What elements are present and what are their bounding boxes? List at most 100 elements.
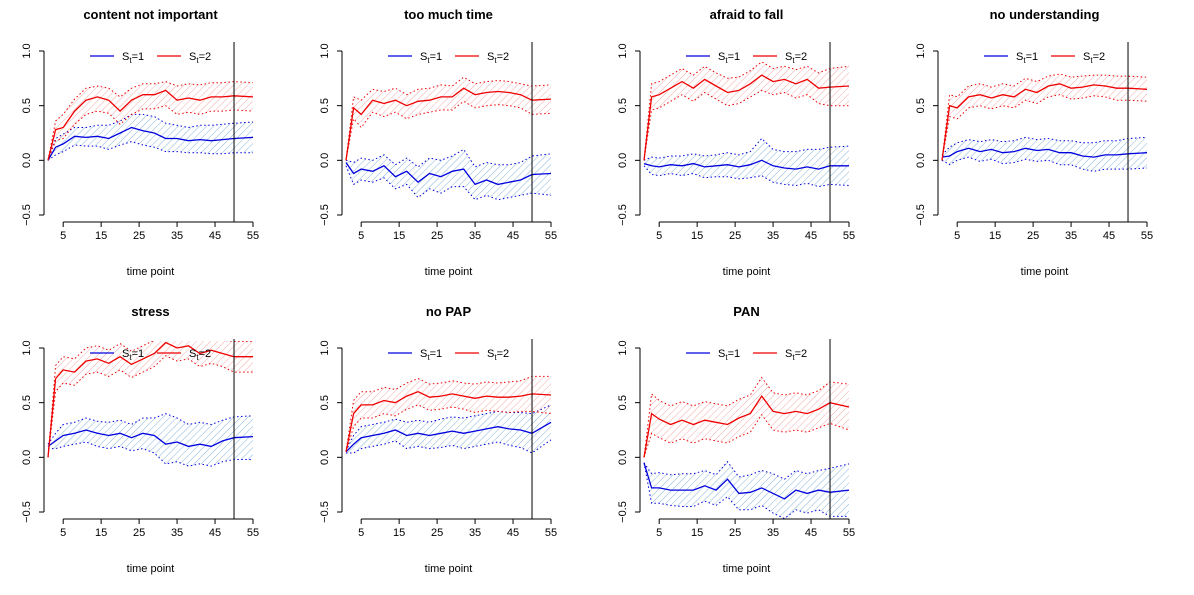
x-tick-label: 55 xyxy=(545,527,557,539)
panel-too-much-time: too much time 5 15 25 35 45 55 time point −0.5 0.… xyxy=(298,0,596,297)
x-tick-label: 25 xyxy=(133,527,145,539)
legend: St=1 St=2 xyxy=(90,51,211,65)
upper-bound-s1 xyxy=(47,413,254,445)
series-line-s1 xyxy=(643,462,850,500)
series-line-s2 xyxy=(643,394,850,458)
lower-bound-s1 xyxy=(643,462,849,519)
chart-title: afraid to fall xyxy=(710,7,784,22)
x-tick-label: 5 xyxy=(954,230,960,242)
x-tick-label: 5 xyxy=(60,230,66,242)
lower-bound-s2 xyxy=(345,100,552,161)
y-tick-label: 0.0 xyxy=(915,153,927,168)
legend-label-s2: St=2 xyxy=(785,348,807,362)
y-tick-label: −0.5 xyxy=(319,204,331,226)
x-tick-label: 5 xyxy=(358,230,364,242)
chart-stress: stress 5 15 25 35 45 55 time point −0.5 0.0 0.5 1.0… xyxy=(21,304,259,575)
chart-afraid-to-fall: afraid to fall 5 15 25 35 45 55 time point −0.5 0… xyxy=(617,7,855,278)
confidence-band-s1 xyxy=(644,138,849,187)
legend-label-s2: St=2 xyxy=(1083,51,1105,65)
confidence-band-s2 xyxy=(48,341,253,458)
legend: St=1 St=2 xyxy=(686,51,807,65)
x-tick-label: 35 xyxy=(469,230,481,242)
x-tick-label: 25 xyxy=(729,527,741,539)
x-tick-label: 15 xyxy=(393,527,405,539)
confidence-band-s2 xyxy=(644,61,849,161)
chart-no-pap: no PAP 5 15 25 35 45 55 time point −0.5 0.0 0.5 1.0… xyxy=(319,304,557,575)
confidence-band-s1 xyxy=(644,461,849,519)
legend-label-s2: St=2 xyxy=(189,348,211,362)
legend-label-s2: St=2 xyxy=(785,51,807,65)
upper-bound-s2 xyxy=(941,73,1148,161)
x-tick-label: 15 xyxy=(691,527,703,539)
lower-bound-s2 xyxy=(47,105,254,161)
legend: St=1 St=2 xyxy=(686,348,807,362)
x-tick-label: 15 xyxy=(691,230,703,242)
y-tick-label: 0.5 xyxy=(617,98,629,113)
y-tick-label: −0.5 xyxy=(617,501,629,523)
series-line-s2 xyxy=(345,390,552,453)
lower-bound-s1 xyxy=(643,165,850,188)
x-tick-label: 25 xyxy=(133,230,145,242)
series-line-s2 xyxy=(47,89,254,161)
series-line-s2 xyxy=(345,87,552,161)
y-tick-label: 0.0 xyxy=(319,153,331,168)
x-tick-label: 55 xyxy=(1141,230,1153,242)
x-tick-label: 15 xyxy=(393,230,405,242)
series-line-s1 xyxy=(345,421,552,453)
y-tick-label: −0.5 xyxy=(915,204,927,226)
chart-title: PAN xyxy=(733,304,759,319)
x-axis-label: time point xyxy=(723,266,771,278)
confidence-band-s1 xyxy=(346,149,551,200)
x-tick-label: 15 xyxy=(989,230,1001,242)
x-tick-label: 25 xyxy=(1027,230,1039,242)
y-tick-label: 0.0 xyxy=(319,450,331,465)
y-tick-label: −0.5 xyxy=(319,501,331,523)
chart-too-much-time: too much time 5 15 25 35 45 55 time point −0.5 0.… xyxy=(319,7,557,278)
panel-pan: PAN 5 15 25 35 45 55 time point −0.5 0.0 0.5 1.0 St=… xyxy=(596,297,894,594)
legend-label-s1: St=1 xyxy=(1016,51,1038,65)
y-tick-label: 1.0 xyxy=(617,43,629,58)
chart-content-not-important: content not important 5 15 25 35 45 55 time poi… xyxy=(21,7,259,278)
x-tick-label: 45 xyxy=(805,527,817,539)
upper-bound-s1 xyxy=(345,148,552,168)
upper-bound-s1 xyxy=(941,136,1148,156)
panel-content-not-important: content not important 5 15 25 35 45 55 time poi… xyxy=(0,0,298,297)
chart-title: content not important xyxy=(83,7,218,22)
y-tick-label: 0.5 xyxy=(21,98,33,113)
legend: St=1 St=2 xyxy=(90,348,211,362)
confidence-band-s1 xyxy=(48,413,253,467)
x-tick-label: 35 xyxy=(767,230,779,242)
confidence-band-s2 xyxy=(942,74,1147,161)
legend: St=1 St=2 xyxy=(388,51,509,65)
confidence-band-s2 xyxy=(644,377,849,458)
legend-label-s1: St=1 xyxy=(420,348,442,362)
lower-bound-s1 xyxy=(345,165,552,201)
legend-label-s1: St=1 xyxy=(122,51,144,65)
legend-label-s2: St=2 xyxy=(189,51,211,65)
chart-title: stress xyxy=(131,304,169,319)
chart-no-understanding: no understanding 5 15 25 35 45 55 time point −0.… xyxy=(915,7,1153,278)
legend-label-s1: St=1 xyxy=(718,51,740,65)
upper-bound-s2 xyxy=(47,81,254,161)
lower-bound-s2 xyxy=(941,94,1148,161)
series-line-s1 xyxy=(941,147,1148,158)
y-tick-label: 0.5 xyxy=(21,395,33,410)
lower-bound-s2 xyxy=(345,404,552,453)
series-line-s2 xyxy=(941,83,1148,161)
x-tick-label: 5 xyxy=(656,230,662,242)
lower-bound-s1 xyxy=(941,156,1148,172)
series-line-s2 xyxy=(47,341,253,458)
x-tick-label: 5 xyxy=(656,527,662,539)
x-tick-label: 5 xyxy=(358,527,364,539)
y-tick-label: 0.0 xyxy=(617,450,629,465)
y-tick-label: 1.0 xyxy=(319,43,331,58)
x-tick-label: 45 xyxy=(1103,230,1115,242)
x-tick-label: 45 xyxy=(507,527,519,539)
x-axis-label: time point xyxy=(127,266,175,278)
x-tick-label: 35 xyxy=(469,527,481,539)
legend-label-s1: St=1 xyxy=(718,348,740,362)
confidence-band-s2 xyxy=(48,81,253,161)
chart-title: no PAP xyxy=(426,304,472,319)
y-tick-label: 1.0 xyxy=(21,340,33,355)
x-axis-label: time point xyxy=(425,563,473,575)
